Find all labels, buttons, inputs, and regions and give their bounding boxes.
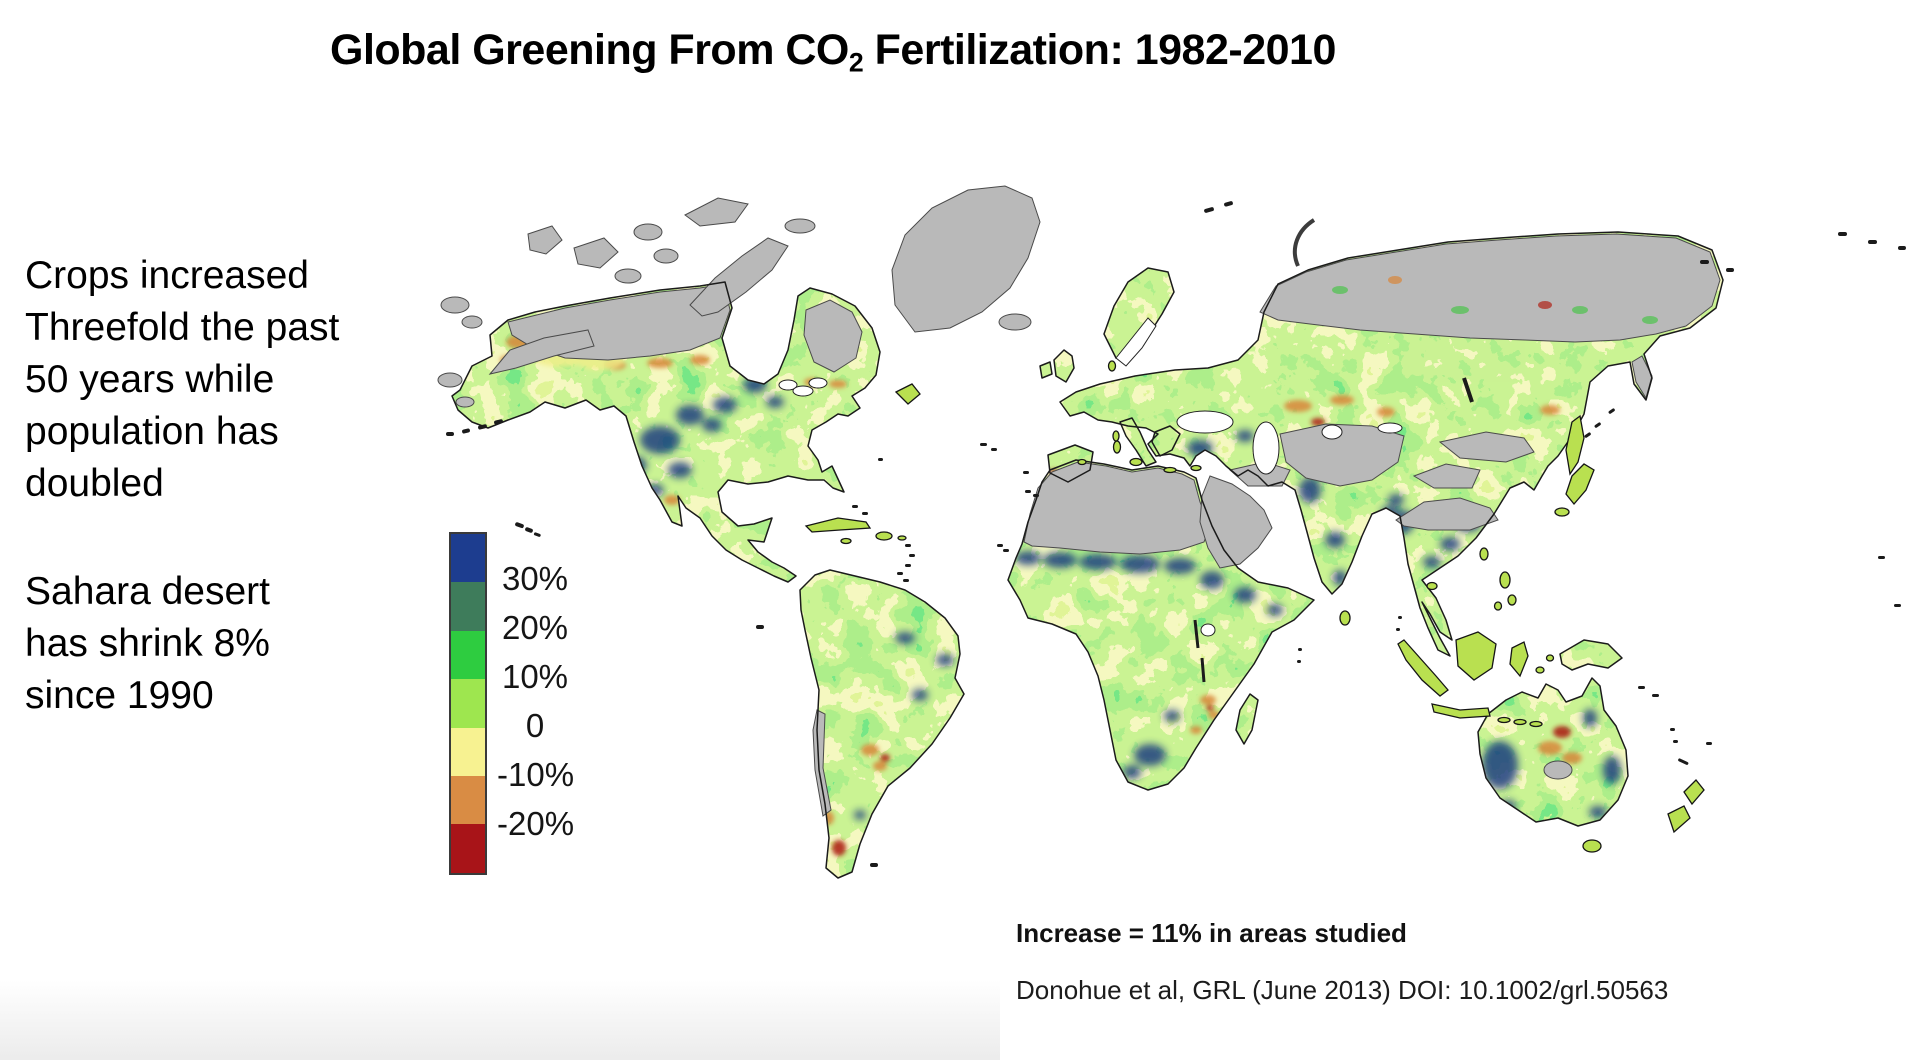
corner-shade <box>0 980 1000 1060</box>
legend-segment <box>451 630 485 680</box>
legend-label: -20% <box>497 805 575 842</box>
note-line: 50 years while <box>25 358 275 401</box>
source-citation: Donohue et al, GRL (June 2013) DOI: 10.1… <box>1016 975 1669 1005</box>
map-svg <box>437 185 1906 879</box>
title-text: Global Greening From CO <box>330 26 849 74</box>
legend-color-bar <box>449 532 487 875</box>
title-text-after: Fertilization: 1982-2010 <box>863 26 1337 74</box>
note-line: population has <box>25 410 279 453</box>
legend-segment <box>451 775 485 825</box>
legend-segment <box>451 679 485 728</box>
note-line: since 1990 <box>25 674 214 717</box>
note-line: has shrink 8% <box>25 622 270 665</box>
legend-labels: 30% 20% 10% 0 -10% -20% <box>497 532 575 875</box>
small-islands <box>804 360 1705 853</box>
note-line: Threefold the past <box>25 306 340 349</box>
note-line: doubled <box>25 462 164 505</box>
legend-label: 30% <box>501 560 569 597</box>
legend-segment <box>451 824 485 873</box>
legend-segment <box>451 582 485 631</box>
map-legend: 30% 20% 10% 0 -10% -20% <box>449 532 679 875</box>
legend-label: 10% <box>501 658 569 695</box>
note-crops: Crops increased Threefold the past 50 ye… <box>25 250 339 510</box>
tundra-speckles <box>1332 276 1658 324</box>
note-line: Crops increased <box>25 254 309 297</box>
legend-segment <box>451 534 485 583</box>
title-subscript: 2 <box>848 47 864 78</box>
legend-label: -10% <box>497 756 575 793</box>
strong-greening-patches <box>605 377 1621 820</box>
no-data-regions <box>437 185 1721 817</box>
note-line: Sahara desert <box>25 570 270 613</box>
island-dashes <box>446 201 1906 867</box>
world-greening-map <box>360 170 1930 880</box>
map-caption: Increase = 11% in areas studied <box>1016 918 1407 948</box>
legend-label: 20% <box>501 609 569 646</box>
inland-seas <box>778 317 1403 637</box>
legend-segment <box>451 727 485 776</box>
legend-label: 0 <box>525 707 545 744</box>
page-title: Global Greening From CO2 Fertilization: … <box>330 26 1336 78</box>
note-sahara: Sahara desert has shrink 8% since 1990 <box>25 566 270 722</box>
